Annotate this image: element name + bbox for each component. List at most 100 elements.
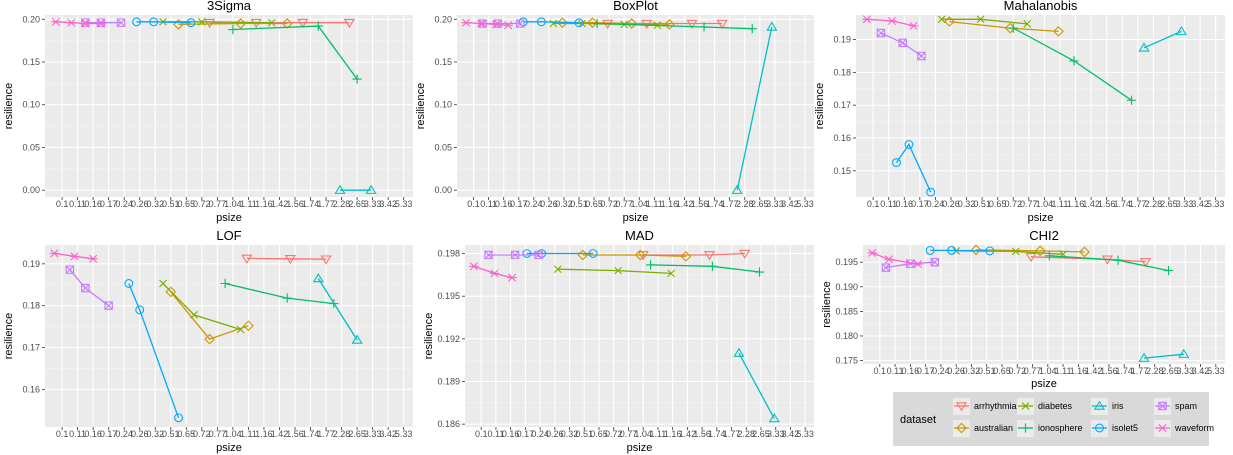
series-isolet5	[892, 140, 936, 197]
x-tick-label: 2.28	[737, 429, 755, 439]
x-tick-label: 0.26	[942, 199, 960, 209]
panel-title: CHI2	[1029, 228, 1059, 243]
legend-key-marker	[1095, 423, 1104, 433]
data-point-diabetes	[549, 19, 558, 28]
series-australian	[165, 286, 254, 345]
y-tick-label: 0.05	[22, 142, 40, 152]
y-tick-label: 0.180	[835, 331, 858, 341]
x-axis-label: psize	[216, 442, 242, 454]
x-tick-label: 1.16	[661, 199, 679, 209]
x-tick-label: 3.42	[379, 199, 397, 209]
x-tick-label: 5.33	[1207, 366, 1225, 376]
data-point-iris	[312, 273, 324, 283]
data-point-waveform	[909, 21, 919, 30]
legend-key-marker	[1093, 400, 1106, 410]
data-point-spam	[104, 301, 113, 310]
x-tick-label: 0.1	[56, 199, 69, 209]
x-tick-label: 3.33	[364, 199, 382, 209]
x-tick-label: 0.17	[100, 199, 118, 209]
y-axis-label: resilience	[3, 313, 15, 359]
data-point-arrhythmia	[1139, 257, 1152, 268]
x-tick-label: 0.51	[162, 199, 180, 209]
series-ionosphere	[645, 260, 765, 277]
x-tick-label: 1.16	[255, 429, 273, 439]
data-point-australian	[204, 333, 215, 345]
x-tick-label: 0.24	[525, 199, 543, 209]
data-point-spam	[484, 250, 493, 260]
x-tick-label: 0.17	[510, 199, 528, 209]
x-tick-label: 1.77	[317, 429, 335, 439]
x-axis-label: psize	[1028, 212, 1054, 224]
x-tick-label: 1.04	[224, 429, 242, 439]
series-iris	[731, 21, 778, 194]
x-tick-label: 1.42	[679, 429, 697, 439]
x-tick-label: 0.65	[590, 429, 608, 439]
x-tick-label: 1.16	[664, 429, 682, 439]
x-tick-label: 0.72	[1004, 199, 1022, 209]
data-point-iris	[731, 184, 743, 194]
x-tick-label: 1.77	[723, 429, 741, 439]
x-tick-label: 0.26	[131, 429, 149, 439]
series-diabetes	[553, 265, 675, 278]
series-iris	[1138, 348, 1190, 362]
data-point-isolet5	[892, 158, 901, 168]
legend-label: ionosphere	[1038, 423, 1083, 433]
x-tick-label: 0.72	[600, 199, 618, 209]
data-point-australian	[634, 249, 646, 261]
x-tick-label: 0.1	[867, 199, 880, 209]
series-ionosphere	[228, 21, 362, 84]
x-tick-label: 1.56	[286, 429, 304, 439]
y-axis-label: resilience	[3, 83, 15, 129]
x-tick-label: 0.72	[605, 429, 623, 439]
y-tick-label: 0.175	[835, 356, 858, 366]
x-tick-label: 1.04	[634, 429, 652, 439]
x-tick-label: 3.33	[1177, 366, 1195, 376]
x-tick-label: 1.16	[1067, 199, 1085, 209]
data-point-arrhythmia	[204, 18, 216, 29]
x-tick-label: 0.65	[993, 366, 1011, 376]
series-line-australian	[582, 254, 686, 258]
x-tick-label: 0.51	[576, 429, 594, 439]
series-spam	[65, 265, 113, 310]
x-tick-label: 1.04	[1039, 366, 1057, 376]
x-tick-label: 0.51	[973, 199, 991, 209]
x-tick-label: 1.16	[1070, 366, 1088, 376]
x-tick-label: 0.72	[1009, 366, 1027, 376]
series-line-isolet5	[523, 21, 580, 24]
x-tick-label: 1.56	[286, 199, 304, 209]
y-tick-label: 0.00	[434, 185, 452, 195]
data-point-isolet5	[135, 305, 145, 315]
series-waveform	[51, 17, 106, 28]
x-tick-label: 0.17	[911, 199, 929, 209]
legend-item-diabetes: diabetes	[1017, 398, 1073, 415]
x-tick-label: 1.42	[1085, 366, 1103, 376]
x-tick-label: 1.16	[255, 199, 273, 209]
y-tick-label: 0.15	[833, 166, 851, 176]
data-point-waveform	[884, 255, 894, 264]
x-tick-label: 0.1	[56, 429, 69, 439]
series-line-iris	[1143, 353, 1184, 359]
x-tick-label: 0.32	[146, 429, 164, 439]
x-tick-label: 3.33	[767, 429, 785, 439]
panel-3sigma: 0.000.050.100.150.200.1 0.110.160.170.240…	[3, 0, 413, 224]
series-line-iris	[317, 278, 358, 341]
x-tick-label: 3.42	[1191, 199, 1209, 209]
series-waveform	[461, 18, 513, 30]
series-line-australian	[975, 249, 1085, 253]
series-line-waveform	[465, 22, 509, 26]
y-tick-label: 0.195	[835, 257, 858, 267]
x-tick-label: 2.65	[751, 199, 769, 209]
data-point-spam	[917, 51, 926, 61]
series-iris	[334, 184, 377, 194]
y-tick-label: 0.20	[434, 14, 452, 24]
data-point-diabetes	[553, 265, 562, 274]
series-line-waveform	[55, 21, 101, 25]
x-tick-label: 3.42	[782, 429, 800, 439]
legend-item-arrhythmia: arrhythmia	[953, 398, 1017, 415]
x-tick-label: 1.11	[1052, 199, 1069, 209]
x-tick-label: 0.17	[100, 429, 118, 439]
data-point-spam	[510, 250, 520, 260]
x-tick-label: 1.56	[691, 199, 709, 209]
x-tick-label: 5.33	[796, 429, 814, 439]
